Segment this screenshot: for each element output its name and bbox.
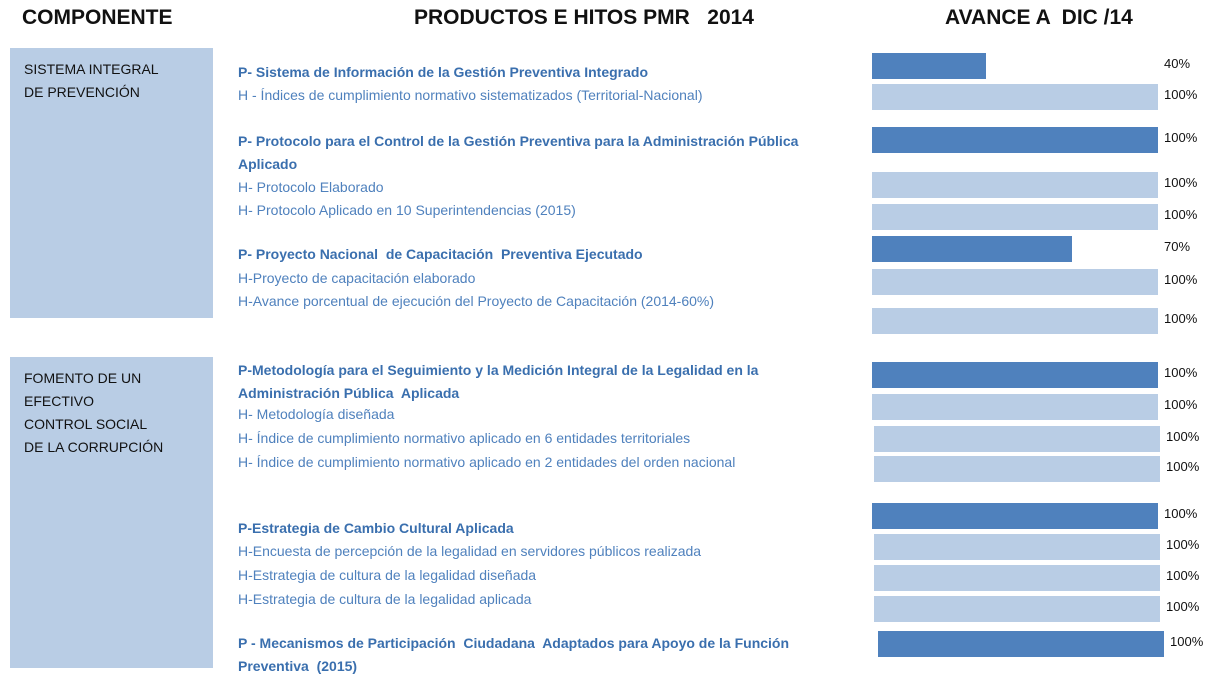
progress-bar xyxy=(872,269,1158,295)
milestone: H- Índice de cumplimiento normativo apli… xyxy=(238,454,736,470)
progress-label: 100% xyxy=(1164,365,1198,380)
milestone: H- Metodología diseñada xyxy=(238,406,395,422)
milestone: H-Estrategia de cultura de la legalidad … xyxy=(238,591,532,607)
milestone: H-Encuesta de percepción de la legalidad… xyxy=(238,543,702,559)
product: P- Proyecto Nacional de Capacitación Pre… xyxy=(238,246,643,262)
progress-label: 100% xyxy=(1166,429,1200,444)
product: P-Metodología para el Seguimiento y la M… xyxy=(238,362,762,401)
milestone: H-Proyecto de capacitación elaborado xyxy=(238,270,476,286)
component-box: FOMENTO DE UN EFECTIVO CONTROL SOCIAL DE… xyxy=(10,357,213,668)
progress-bar xyxy=(878,631,1164,657)
progress-bar xyxy=(872,84,1158,110)
progress-bar xyxy=(874,596,1160,622)
component-name: SISTEMA INTEGRAL DE PREVENCIÓN xyxy=(24,61,159,100)
product: P-Estrategia de Cambio Cultural Aplicada xyxy=(238,520,514,536)
progress-label: 100% xyxy=(1164,175,1198,190)
milestone: H - Índices de cumplimiento normativo si… xyxy=(238,87,703,103)
progress-bar xyxy=(872,308,1158,334)
progress-bar xyxy=(872,127,1158,153)
header: COMPONENTE xyxy=(22,6,173,29)
milestone: H-Estrategia de cultura de la legalidad … xyxy=(238,567,537,583)
progress-bar xyxy=(872,503,1158,529)
milestone: H- Índice de cumplimiento normativo apli… xyxy=(238,430,691,446)
header: PRODUCTOS E HITOS PMR 2014 xyxy=(414,6,754,29)
progress-label: 100% xyxy=(1166,537,1200,552)
progress-label: 100% xyxy=(1164,272,1198,287)
component-box: SISTEMA INTEGRAL DE PREVENCIÓN xyxy=(10,48,213,318)
milestone: H- Protocolo Aplicado en 10 Superintende… xyxy=(238,202,576,218)
progress-label: 100% xyxy=(1164,207,1198,222)
progress-label: 100% xyxy=(1170,634,1204,649)
progress-bar xyxy=(872,236,1073,262)
progress-label: 100% xyxy=(1166,599,1200,614)
progress-bar xyxy=(874,456,1160,482)
progress-label: 100% xyxy=(1166,459,1200,474)
progress-bar xyxy=(874,426,1160,452)
progress-bar xyxy=(872,204,1158,230)
product: P- Sistema de Información de la Gestión … xyxy=(238,64,648,80)
progress-label: 70% xyxy=(1164,239,1191,254)
progress-label: 100% xyxy=(1164,130,1198,145)
progress-label: 100% xyxy=(1166,568,1200,583)
header: AVANCE A DIC /14 xyxy=(945,6,1133,29)
milestone: H-Avance porcentual de ejecución del Pro… xyxy=(238,293,715,309)
progress-bar xyxy=(872,172,1158,198)
progress-bar xyxy=(874,534,1160,560)
progress-label: 100% xyxy=(1164,87,1198,102)
progress-bar xyxy=(872,362,1158,388)
progress-label: 100% xyxy=(1164,506,1198,521)
progress-bar xyxy=(874,565,1160,591)
progress-label: 40% xyxy=(1164,56,1191,71)
progress-bar xyxy=(872,53,987,79)
component-name: FOMENTO DE UN EFECTIVO CONTROL SOCIAL DE… xyxy=(24,370,164,455)
product: P - Mecanismos de Participación Ciudadan… xyxy=(238,635,797,674)
progress-label: 100% xyxy=(1164,311,1198,326)
product: P- Protocolo para el Control de la Gesti… xyxy=(238,133,802,172)
milestone: H- Protocolo Elaborado xyxy=(238,179,384,195)
progress-label: 100% xyxy=(1164,397,1198,412)
progress-bar xyxy=(872,394,1158,420)
